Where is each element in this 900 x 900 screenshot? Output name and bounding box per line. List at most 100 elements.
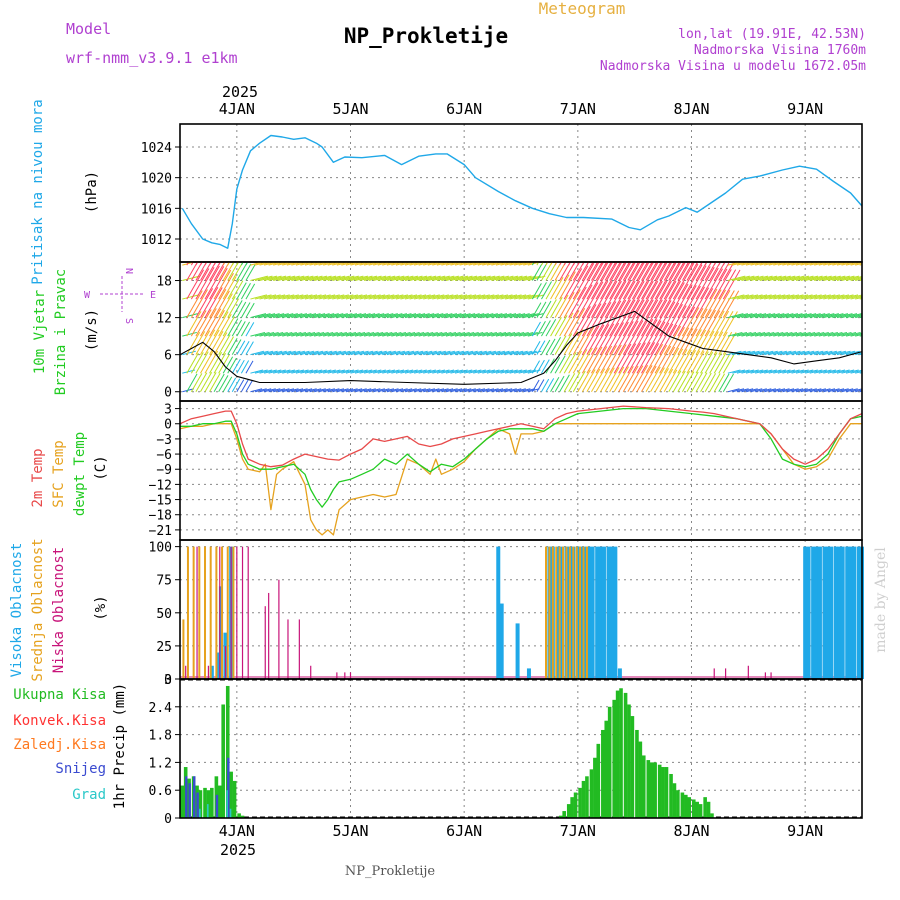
cloud-mid-bar (215, 546, 218, 679)
wind-barb (850, 314, 862, 319)
wind-barb (218, 293, 233, 318)
wind-barb (236, 321, 246, 337)
wind-barb (618, 320, 639, 355)
wind-barb (823, 369, 837, 374)
wind-barb (445, 313, 462, 319)
wind-barb (395, 388, 408, 393)
wind-barb (695, 330, 711, 355)
wind-barb (691, 350, 705, 374)
wind-barb (259, 369, 273, 374)
wind-barb (755, 275, 773, 282)
precip-total-bar (649, 762, 654, 818)
wind-barb (695, 267, 715, 300)
wind-barb (227, 338, 238, 355)
cloud-low-bar (770, 672, 772, 679)
wind-barb (222, 262, 235, 281)
wind-barb (454, 350, 469, 356)
wind-barb (345, 275, 364, 282)
wind-barb (295, 369, 309, 374)
wind-barb (718, 373, 730, 392)
wind-barb (259, 275, 278, 282)
wind-barb (491, 313, 508, 319)
wind-barb (677, 262, 681, 266)
wind-barb (645, 280, 668, 318)
precip-panel: 0 0.6 1.2 1.8 2.4 3 (149, 673, 863, 827)
wind-barb (323, 350, 337, 356)
precip-legend-total: Ukupna Kisa (13, 687, 106, 703)
precip-total-bar (623, 692, 628, 818)
y-tick-label: 25 (156, 640, 172, 655)
wind-barb (681, 307, 700, 337)
cloud-mid-bar (548, 546, 551, 679)
wind-barb (240, 282, 251, 300)
wind-barb (627, 280, 650, 318)
wind-barb (645, 299, 668, 337)
y-tick-label: 1.8 (149, 729, 172, 744)
wind-barb (432, 350, 447, 356)
wind-barb (382, 313, 398, 319)
wind-barb (704, 331, 719, 355)
y-tick-label: −18 (149, 509, 172, 524)
wind-barb (745, 331, 761, 337)
wind-barb (782, 331, 798, 337)
wind-barb (814, 369, 827, 374)
wind-barb (486, 313, 503, 319)
wind-barb (368, 369, 382, 374)
wind-barb (768, 313, 785, 319)
wind-barb (782, 388, 795, 393)
wind-barb (836, 369, 850, 374)
wind-barb (659, 368, 674, 392)
wind-barb (572, 327, 590, 355)
wind-barb (559, 353, 572, 374)
wind-barb (441, 331, 457, 337)
wind-barb (450, 294, 468, 300)
wind-barb (514, 313, 530, 319)
y-tick-label: −6 (156, 448, 172, 463)
wind-barb (736, 388, 749, 393)
wind-barb (563, 352, 577, 374)
wind-barb (263, 350, 278, 356)
wind-barb (391, 331, 407, 337)
wind-barb (654, 368, 669, 392)
wind-barb (327, 275, 346, 282)
cloud-axis-name-low: Niska Oblacnost (51, 547, 67, 673)
wind-barb (345, 294, 363, 300)
wind-barb (454, 275, 473, 282)
wind-barb (663, 262, 686, 300)
wind-barb (231, 300, 243, 318)
y-tick-label: 1024 (141, 141, 172, 156)
wind-barb (805, 294, 822, 300)
wind-barb (704, 310, 721, 337)
wind-barb (559, 374, 570, 392)
precip-total-bar (578, 787, 582, 818)
wind-barb (741, 331, 757, 337)
wind-barb (677, 349, 692, 374)
wind-barb (791, 388, 804, 393)
wind-barb (618, 262, 622, 266)
wind-barb (595, 323, 615, 355)
wind-barb (554, 274, 570, 300)
wind-barb (209, 267, 228, 300)
wind-barb (364, 313, 380, 319)
wind-barb (618, 262, 641, 300)
wind-barb (282, 294, 299, 300)
y-tick-label: −3 (156, 433, 172, 448)
wind-barb (663, 325, 682, 355)
wind-barb (586, 262, 609, 300)
wind-barb (681, 285, 701, 318)
wind-barb (604, 322, 624, 355)
wind-barb (473, 388, 486, 393)
wind-barb (314, 350, 328, 356)
wind-barb (709, 310, 725, 337)
wind-barb (304, 275, 323, 282)
wind-barb (213, 332, 228, 355)
wind-barb (586, 368, 601, 392)
wind-barb (795, 388, 808, 393)
wind-barb (341, 331, 357, 337)
wind-barb (314, 369, 327, 374)
wind-barb (518, 294, 536, 300)
wind-barb (773, 275, 791, 282)
wind-barb (291, 294, 308, 300)
precip-axis-unit: 1hr Precip (mm) (112, 683, 128, 809)
wind-barb (663, 282, 685, 318)
